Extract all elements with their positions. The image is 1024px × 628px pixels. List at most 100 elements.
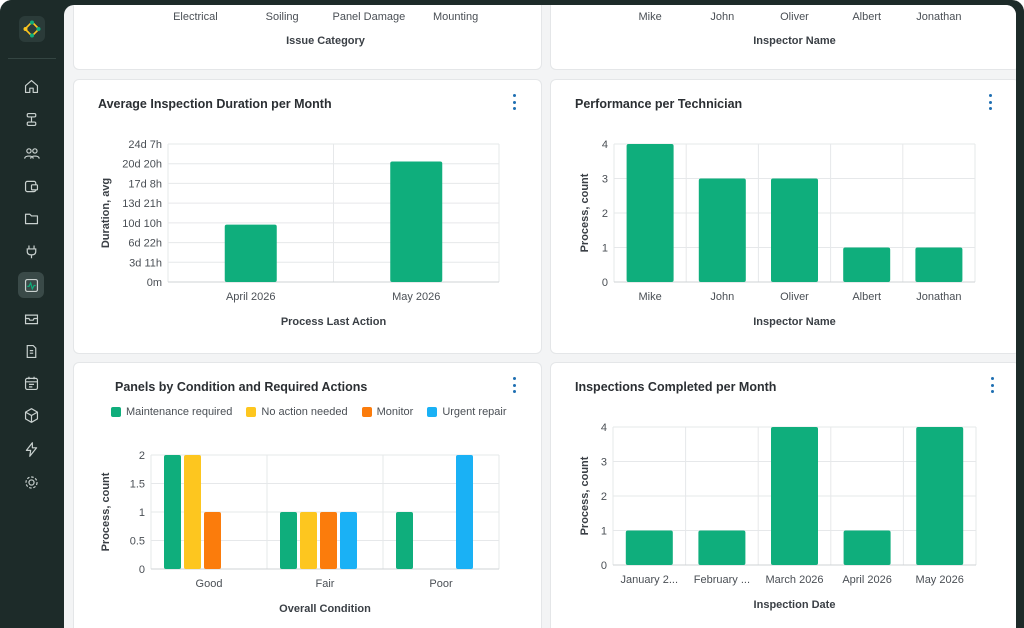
y-tick-label: 2: [601, 491, 607, 503]
legend-swatch: [111, 407, 121, 417]
bar-maintenance-required[interactable]: [396, 512, 413, 569]
bar[interactable]: [698, 178, 746, 283]
sidebar-item-analytics[interactable]: [18, 272, 44, 298]
x-axis-label: Inspector Name: [753, 316, 836, 328]
users-icon: [23, 147, 40, 159]
settings-icon: [24, 475, 38, 489]
y-axis-label: Duration, avg: [100, 178, 112, 248]
inspector-chart-top: Mike John Oliver Albert Jonathan Inspector Na…: [638, 11, 961, 47]
x-tick-label: Panel Damage: [332, 11, 405, 23]
bar[interactable]: [916, 427, 964, 565]
y-tick-label: 3d 11h: [129, 257, 162, 269]
y-tick-label: 6d 22h: [128, 238, 162, 250]
bar[interactable]: [698, 530, 746, 566]
sidebar-item-lightning[interactable]: [18, 436, 44, 462]
y-tick-label: 13d 21h: [122, 198, 162, 210]
y-tick-label: 4: [602, 139, 608, 151]
x-tick-label: Mike: [638, 11, 661, 23]
bar-monitor[interactable]: [204, 512, 221, 569]
duration-card: Average Inspection Duration per Month 0m…: [73, 79, 542, 354]
bar[interactable]: [915, 247, 963, 283]
bar-no-action-needed[interactable]: [300, 512, 317, 569]
bar[interactable]: [390, 161, 443, 282]
inspector-card-top: Mike John Oliver Albert Jonathan Inspector Na…: [550, 5, 1016, 70]
chart-legend: Maintenance required No action needed Moni…: [111, 406, 507, 418]
legend-swatch: [427, 407, 438, 417]
x-tick-label: Albert: [852, 291, 881, 303]
y-tick-label: 1: [139, 507, 145, 519]
bar-urgent-repair[interactable]: [456, 455, 473, 569]
legend-label: Maintenance required: [126, 406, 233, 418]
x-axis-label: Overall Condition: [279, 603, 371, 615]
y-tick-label: 3: [601, 457, 607, 469]
y-tick-label: 0.5: [130, 536, 145, 548]
sidebar-item-workflow[interactable]: [18, 106, 44, 132]
device-icon: [24, 180, 38, 192]
sidebar-item-calendar[interactable]: [18, 370, 44, 396]
x-tick-label: Electrical: [173, 11, 218, 23]
card-title: Performance per Technician: [575, 97, 743, 111]
x-tick-label: John: [710, 11, 734, 23]
logo[interactable]: [19, 16, 45, 42]
y-tick-label: 1: [601, 526, 607, 538]
more-options-icon[interactable]: [509, 377, 519, 393]
legend-label: Urgent repair: [442, 406, 507, 418]
sidebar-item-package[interactable]: [18, 402, 44, 428]
legend-item-no-action-needed[interactable]: No action needed: [246, 406, 348, 418]
bar[interactable]: [625, 530, 673, 566]
y-tick-label: 17d 8h: [128, 178, 162, 190]
bar[interactable]: [843, 530, 891, 566]
sidebar-item-settings[interactable]: [18, 469, 44, 495]
legend-item-monitor[interactable]: Monitor: [361, 406, 413, 418]
calendar-icon: [24, 376, 38, 390]
bar-maintenance-required[interactable]: [164, 455, 181, 569]
workflow-icon: [26, 112, 36, 126]
x-tick-label: Oliver: [780, 11, 809, 23]
bar[interactable]: [224, 224, 277, 282]
x-tick-label: Good: [196, 578, 223, 590]
legend-label: No action needed: [261, 406, 348, 418]
more-options-icon[interactable]: [509, 94, 519, 110]
technician-card: Performance per Technician 0 1 2 3 4 Mike John…: [550, 79, 1016, 354]
x-tick-label: May 2026: [916, 574, 964, 586]
bar-monitor[interactable]: [320, 512, 337, 569]
bar[interactable]: [771, 178, 818, 283]
x-axis-label: Inspector Name: [753, 35, 836, 47]
analytics-icon: [24, 278, 38, 292]
more-options-icon[interactable]: [987, 377, 997, 393]
sidebar-item-home[interactable]: [18, 73, 44, 99]
bar-maintenance-required[interactable]: [280, 512, 297, 569]
bar-urgent-repair[interactable]: [340, 512, 357, 569]
x-tick-label: Fair: [316, 578, 335, 590]
completed-chart: 0 1 2 3 4 January 2... February ... March 2026 A…: [579, 422, 977, 611]
bar[interactable]: [771, 427, 818, 565]
sidebar-item-users[interactable]: [18, 140, 44, 166]
bar[interactable]: [843, 247, 891, 283]
sidebar-item-inbox[interactable]: [18, 305, 44, 331]
x-tick-label: March 2026: [765, 574, 823, 586]
duration-chart: 0m 3d 11h 6d 22h 10d 10h 13d 21h 17d 8h 20d 20…: [100, 139, 500, 328]
bar[interactable]: [626, 144, 674, 282]
sidebar-item-folder[interactable]: [18, 205, 44, 231]
y-axis-label: Process, count: [100, 472, 112, 551]
legend-item-urgent-repair[interactable]: Urgent repair: [427, 406, 507, 418]
document-icon: [26, 344, 36, 358]
y-tick-label: 20d 20h: [122, 159, 162, 171]
x-tick-label: Mike: [638, 291, 661, 303]
x-tick-label: Soiling: [266, 11, 299, 23]
x-tick-label: Albert: [852, 11, 881, 23]
sidebar-item-plug[interactable]: [18, 238, 44, 264]
sidebar-item-document[interactable]: [18, 338, 44, 364]
legend-item-maintenance-required[interactable]: Maintenance required: [111, 406, 232, 418]
logo-icon: [23, 20, 41, 38]
x-axis-label: Inspection Date: [754, 599, 836, 611]
more-options-icon[interactable]: [985, 94, 995, 110]
inbox-icon: [24, 314, 38, 324]
bar-no-action-needed[interactable]: [184, 455, 201, 569]
completed-card: Inspections Completed per Month 0 1 2 3 4 Jan…: [550, 362, 1016, 628]
issue-category-chart: Electrical Soiling Panel Damage Mounting Iss…: [173, 11, 478, 47]
condition-chart: 0 0.5 1 1.5 2 Good Fair Poor Overall Condition Pr…: [100, 450, 500, 615]
sidebar-item-device[interactable]: [18, 173, 44, 199]
sidebar: [0, 0, 64, 628]
y-tick-label: 0: [139, 564, 145, 576]
